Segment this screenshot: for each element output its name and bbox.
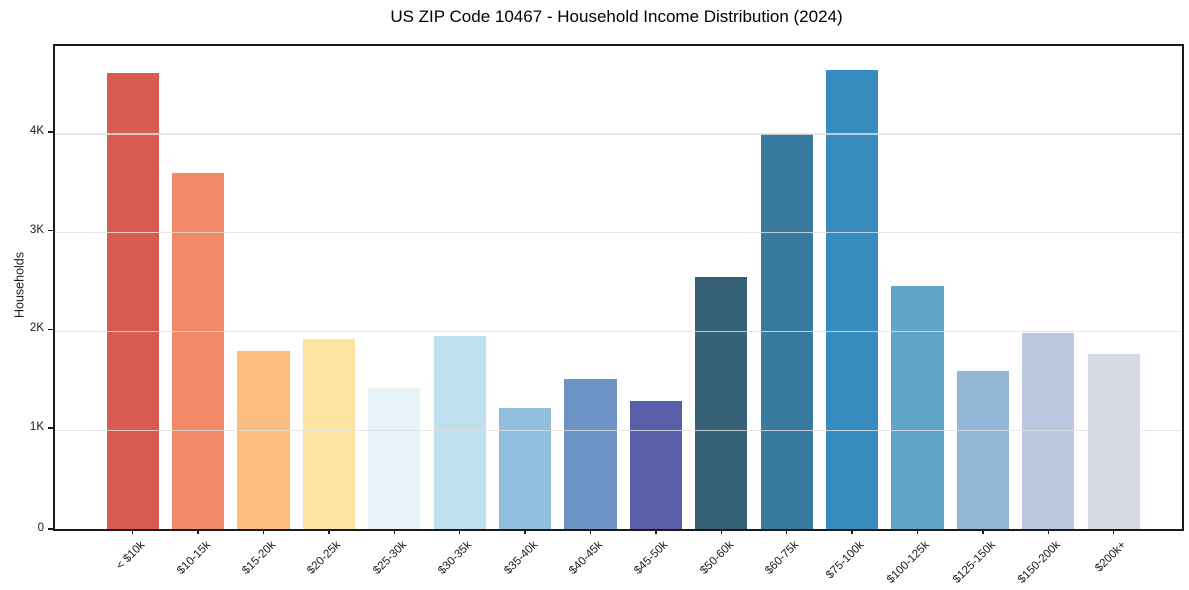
- x-axis-tick-1: [197, 529, 199, 534]
- x-tick-label-4: $25-30k: [370, 539, 409, 577]
- chart-title: US ZIP Code 10467 - Household Income Dis…: [390, 7, 843, 26]
- gridline-1k: [55, 429, 1182, 431]
- x-tick-label-6: $35-40k: [501, 539, 540, 577]
- bar-15: [1087, 354, 1140, 529]
- x-axis-tick-9: [720, 529, 723, 534]
- bar-1: [171, 173, 225, 529]
- bar-9: [695, 277, 748, 529]
- x-tick-label-14: $150-200k: [1015, 539, 1063, 586]
- bar-13: [956, 370, 1010, 529]
- gridline-3k: [55, 231, 1182, 234]
- y-tick-label-3k: 3K: [29, 223, 44, 236]
- x-tick-label-7: $40-45k: [567, 539, 605, 577]
- gridline-2k: [55, 330, 1182, 333]
- y-axis-tick-2k: [48, 328, 53, 331]
- y-axis-tick-4k: [48, 131, 53, 133]
- y-axis-tick-3k: [48, 229, 53, 232]
- y-tick-label-1k: 1K: [29, 421, 44, 434]
- y-axis-label: Households: [12, 252, 27, 319]
- x-tick-label-13: $125-150k: [950, 539, 998, 586]
- x-tick-label-11: $75-100k: [824, 539, 867, 582]
- y-tick-label-0: 0: [37, 522, 44, 534]
- x-axis-tick-2: [262, 529, 265, 534]
- x-tick-label-5: $30-35k: [436, 539, 475, 577]
- x-axis-tick-15: [1112, 529, 1115, 534]
- x-axis-tick-6: [524, 529, 526, 534]
- y-tick-label-2k: 2K: [29, 322, 44, 335]
- gridline-4k: [55, 133, 1182, 135]
- x-axis-tick-3: [328, 529, 330, 534]
- x-tick-label-8: $45-50k: [632, 539, 671, 577]
- x-tick-label-3: $20-25k: [305, 539, 344, 577]
- x-axis-tick-4: [393, 529, 396, 534]
- y-axis-tick-1k: [48, 427, 53, 430]
- x-axis-tick-8: [655, 529, 657, 534]
- x-tick-label-2: $15-20k: [240, 539, 278, 577]
- x-tick-label-15: $200k+: [1092, 539, 1129, 575]
- x-tick-label-0: < $10k: [114, 539, 148, 573]
- bar-11: [825, 69, 879, 529]
- y-tick-label-4k: 4K: [29, 124, 44, 137]
- plot-area: [53, 44, 1184, 531]
- bar-0: [106, 72, 159, 529]
- x-axis-tick-7: [589, 529, 592, 534]
- x-tick-label-9: $50-60k: [697, 539, 736, 577]
- x-axis-tick-5: [458, 529, 461, 534]
- x-axis-tick-0: [131, 529, 134, 534]
- x-axis-tick-13: [982, 529, 984, 534]
- x-tick-label-10: $60-75k: [763, 539, 802, 577]
- y-axis-tick-0: [48, 528, 53, 530]
- bar-3: [302, 339, 356, 529]
- x-axis-tick-11: [851, 529, 853, 534]
- bar-8: [629, 400, 683, 529]
- bar-14: [1022, 333, 1075, 529]
- x-axis-tick-12: [916, 529, 919, 534]
- bar-7: [564, 378, 617, 529]
- bar-5: [433, 336, 486, 529]
- x-tick-label-1: $10-15k: [174, 539, 213, 577]
- x-axis-tick-10: [785, 529, 788, 534]
- x-axis-tick-14: [1047, 529, 1050, 534]
- x-tick-label-12: $100-125k: [885, 539, 932, 586]
- bar-12: [891, 286, 944, 529]
- bar-2: [237, 351, 290, 529]
- bar-6: [498, 407, 552, 529]
- bar-4: [368, 387, 421, 529]
